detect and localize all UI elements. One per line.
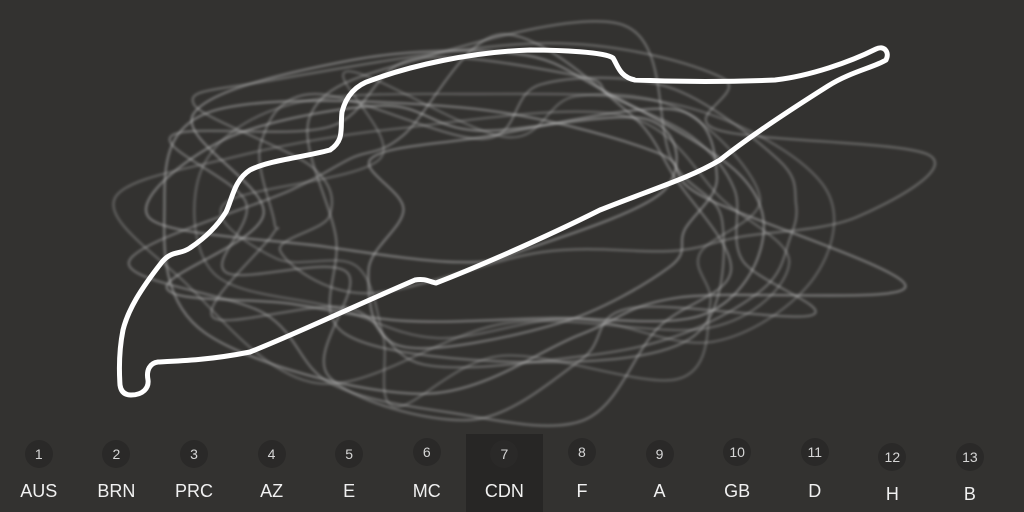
track-map [112,20,937,427]
ghost-circuit-outline [165,49,766,323]
race-item-mc[interactable]: 6 MC [388,434,466,512]
race-number-badge: 4 [257,440,286,468]
race-item-cdn[interactable]: 7 CDN [465,434,544,512]
race-code-label: A [653,481,666,501]
race-code-label: CDN [484,481,524,501]
race-code-label: MC [412,481,441,501]
race-code-label: H [885,484,899,504]
race-code-label: AZ [260,481,284,501]
race-code-label: B [963,484,976,504]
race-item-az[interactable]: 4 AZ [233,434,311,512]
race-item-e[interactable]: 5 E [310,434,388,512]
ghost-circuit-outline [219,70,762,408]
race-number-badge: 2 [102,440,131,468]
race-calendar-nav: 1 AUS 2 BRN 3 PRC 4 AZ 5 E 6 MC 7 CDN 8 [0,434,1024,512]
race-item-f[interactable]: 8 F [543,434,621,512]
race-item-d[interactable]: 11 D [776,434,854,512]
ghost-circuit-outline [210,76,798,369]
race-number-badge: 1 [24,440,53,468]
ghost-circuit-outline [191,41,937,295]
race-number-badge: 5 [335,440,364,468]
race-number-badge: 12 [878,443,907,471]
race-code-label: F [576,481,588,501]
ghost-tracks-layer [112,20,937,427]
race-number-badge: 3 [179,440,208,468]
race-item-gb[interactable]: 10 GB [698,434,776,512]
ghost-circuit-outline [193,92,836,344]
race-number-badge: 9 [645,440,674,468]
race-code-label: D [808,481,822,501]
race-code-label: BRN [97,481,136,501]
race-item-prc[interactable]: 3 PRC [155,434,233,512]
selected-circuit-outline [116,45,890,398]
race-item-brn[interactable]: 2 BRN [78,434,156,512]
race-item-b[interactable]: 13 B [931,434,1009,512]
race-code-label: AUS [20,481,58,501]
race-item-aus[interactable]: 1 AUS [0,434,78,512]
ghost-circuit-outline [306,20,726,364]
race-code-label: PRC [174,481,213,501]
track-map-canvas [112,20,937,427]
race-number-badge: 13 [955,443,984,471]
race-number-badge: 6 [412,438,441,466]
race-item-a[interactable]: 9 A [621,434,699,512]
race-code-label: GB [724,481,751,501]
ghost-circuit-outline [144,104,678,264]
race-number-badge: 8 [567,438,596,466]
race-number-badge: 7 [490,440,519,468]
ghost-circuit-outline [367,107,719,350]
race-number-badge: 11 [800,438,829,466]
race-item-h[interactable]: 12 H [854,434,932,512]
race-number-badge: 10 [723,438,752,466]
race-code-label: E [343,481,356,501]
